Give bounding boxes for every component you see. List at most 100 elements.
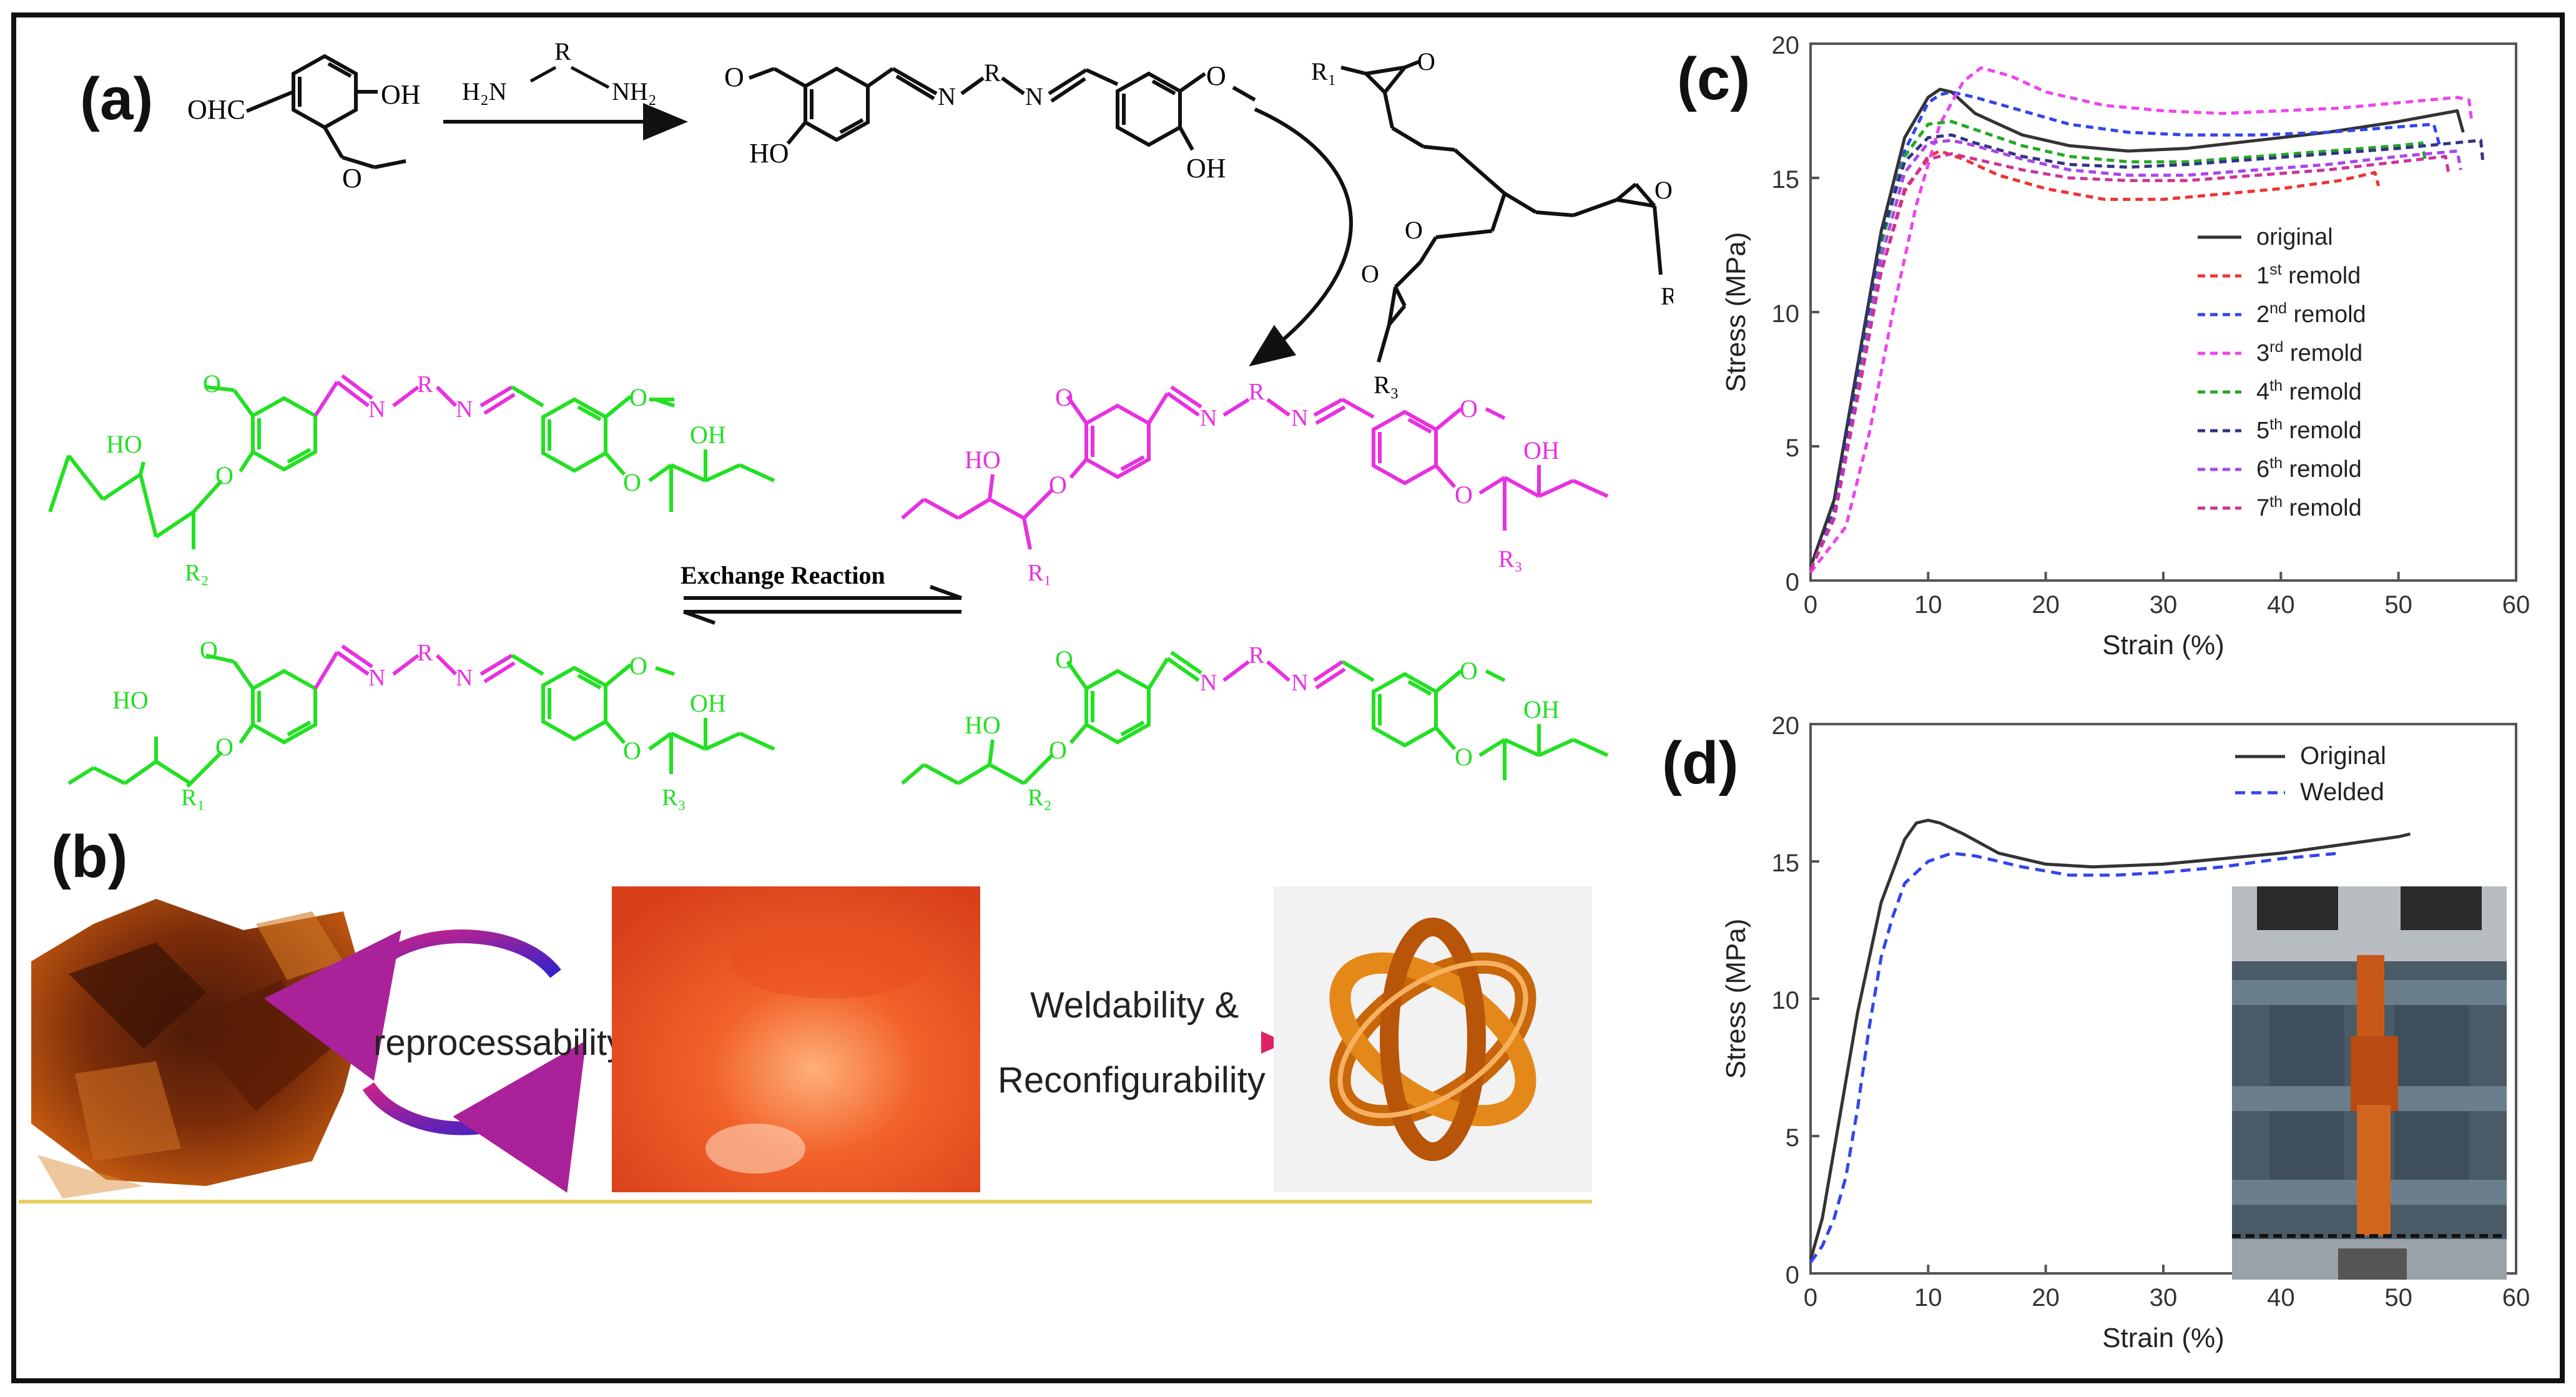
network-tr-r-text: R — [1249, 379, 1265, 405]
network-green-top-left-b — [511, 385, 775, 512]
network-green-bottom-left — [67, 654, 317, 788]
x-tick-label: 0 — [1804, 591, 1817, 619]
network-green-bottom-left-b — [511, 654, 775, 774]
bis-imine-o-right-text: O — [1206, 61, 1226, 91]
diamine-bonds — [529, 66, 610, 89]
x-axis-label: Strain (%) — [2102, 1323, 2225, 1353]
series-line-5th-remold — [1809, 133, 2485, 571]
epoxy-o3-text: O — [1405, 216, 1423, 244]
bis-imine-molecule — [748, 66, 1256, 151]
bis-imine-n1-text: N — [938, 82, 956, 110]
legend-label: 5th remold — [2256, 416, 2362, 444]
diamine-r-text: R — [554, 37, 571, 66]
network-tr-r1-text: R₁ — [1028, 560, 1052, 586]
bis-imine-r-text: R — [984, 59, 1001, 87]
epoxy-r2-text: R₂ — [1661, 282, 1673, 310]
reconfigured-knot-photo — [1329, 918, 1536, 1161]
network-tr-o-methoxy-text: O — [1055, 383, 1073, 411]
network-tl2-o-text: O — [623, 468, 641, 496]
network-green-bottom-right — [901, 650, 1609, 785]
panel-a-scheme: OHC OH O H₂N R NH₂ — [48, 37, 1673, 811]
y-tick-label: 5 — [1786, 434, 1799, 462]
x-tick-label: 50 — [2384, 591, 2412, 619]
x-tick-label: 30 — [2150, 591, 2178, 619]
diamine-h2n-text: H₂N — [462, 77, 507, 105]
bis-imine-ho-text: HO — [749, 138, 789, 169]
network-tl-r-text: R — [417, 371, 433, 398]
network-tr2-oh-text: OH — [1523, 436, 1560, 464]
legend-label: Original — [2300, 742, 2386, 770]
series-line-welded — [1809, 851, 2340, 1263]
panel-d-label: (d) — [1662, 730, 1739, 797]
y-axis-label: Stress (MPa) — [1721, 919, 1751, 1079]
network-bl-o-text: O — [215, 733, 234, 761]
network-bl-n2-text: N — [456, 665, 473, 691]
panel-c-stress-strain-chart: 0 10 20 30 40 50 60 0 5 10 15 20 Strain (%) Stress (M… — [1721, 32, 2530, 660]
x-tick-label: 10 — [1914, 1284, 1942, 1311]
epoxy-r3-text: R₃ — [1374, 371, 1399, 399]
legend-label: 4th remold — [2256, 377, 2362, 405]
network-magenta-linker-top-left — [313, 374, 516, 417]
x-tick-label: 20 — [2032, 591, 2060, 619]
network-tl-o-text: O — [215, 461, 234, 489]
network-tl-n1-text: N — [368, 396, 385, 423]
reprocessability-label: reprocessability — [373, 1022, 625, 1063]
x-tick-label: 10 — [1914, 591, 1942, 619]
network-br-r2-text: R₂ — [1028, 785, 1052, 811]
network-magenta-linker-bottom-left — [313, 644, 516, 690]
epoxy-o2-text: O — [1654, 176, 1673, 204]
panel-d-stress-strain-chart: 0 10 20 30 40 50 60 0 5 10 15 20 Strain (%) Stress (M… — [1721, 712, 2530, 1353]
vanillin-molecule — [245, 54, 406, 169]
legend-label: 3rd remold — [2256, 338, 2362, 366]
diamine-nh2-text: NH₂ — [612, 77, 657, 105]
network-tl2-o-methoxy-text: O — [629, 383, 647, 411]
series-line-original — [1809, 818, 2411, 1260]
reconfigurability-label: Reconfigurability — [998, 1060, 1266, 1100]
network-bl-r1-text: R₁ — [181, 785, 205, 811]
network-br-o-text: O — [1049, 736, 1067, 764]
network-tr-ho-text: HO — [965, 446, 1001, 474]
knot-photo-background — [1274, 886, 1592, 1192]
welded-sample-inset-photo — [2232, 886, 2507, 1280]
legend-label: 7th remold — [2256, 493, 2362, 521]
network-br-ho-text: HO — [965, 711, 1001, 739]
y-tick-label: 0 — [1786, 569, 1799, 596]
curing-arrow — [1249, 107, 1353, 367]
network-magenta-top-right-b — [1222, 398, 1609, 531]
y-tick-label: 20 — [1772, 712, 1800, 740]
legend-label: 6th remold — [2256, 454, 2362, 483]
exchange-arrows — [682, 585, 963, 625]
network-tl-o-methoxy-text: O — [203, 370, 221, 398]
x-tick-label: 0 — [1804, 1284, 1817, 1311]
network-br-r-text: R — [1249, 642, 1265, 669]
y-tick-label: 0 — [1786, 1262, 1799, 1289]
network-br2-o-text: O — [1455, 743, 1473, 771]
series-line-2nd-remold — [1809, 90, 2442, 571]
network-magenta-top-right — [901, 385, 1202, 550]
panel-c-label: (c) — [1677, 46, 1751, 112]
reprocess-arc-bottom — [362, 1040, 586, 1193]
figure-border — [11, 12, 2565, 1383]
network-br2-oh-text: OH — [1523, 695, 1560, 723]
epoxy-molecule — [1340, 59, 1663, 363]
panel-b-label: (b) — [51, 823, 128, 890]
y-tick-label: 5 — [1786, 1124, 1799, 1152]
x-axis-label: Strain (%) — [2102, 630, 2225, 660]
series-line-7th-remold — [1809, 152, 2451, 571]
polymer-flakes-photo — [31, 899, 368, 1198]
panel-b-illustration: reprocessability Weldability & Reconfigu… — [19, 886, 1592, 1203]
network-br-n1-text: N — [1200, 670, 1217, 696]
y-tick-label: 20 — [1772, 32, 1800, 59]
legend-label: original — [2256, 224, 2333, 250]
series-line-3rd-remold — [1809, 66, 2473, 574]
x-tick-label: 40 — [2267, 591, 2295, 619]
network-bl-r-text: R — [417, 640, 433, 666]
legend-label: 1st remold — [2256, 261, 2361, 289]
network-tl-r2-text: R₂ — [185, 560, 209, 586]
network-green-top-left — [48, 385, 674, 549]
epoxy-r1-text: R₁ — [1311, 57, 1337, 86]
vanillin-cho-text: OHC — [187, 94, 245, 125]
network-br2-o-methoxy-text: O — [1460, 657, 1478, 685]
x-tick-label: 60 — [2502, 1284, 2530, 1311]
network-br-n2-text: N — [1291, 670, 1308, 696]
